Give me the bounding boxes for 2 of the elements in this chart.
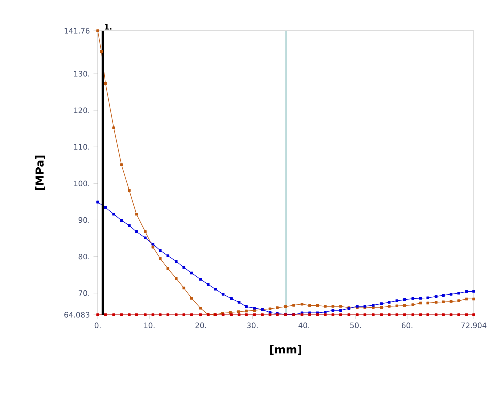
x-axis-title: [mm] (270, 345, 302, 356)
y-axis-title: [MPa] (35, 156, 46, 190)
